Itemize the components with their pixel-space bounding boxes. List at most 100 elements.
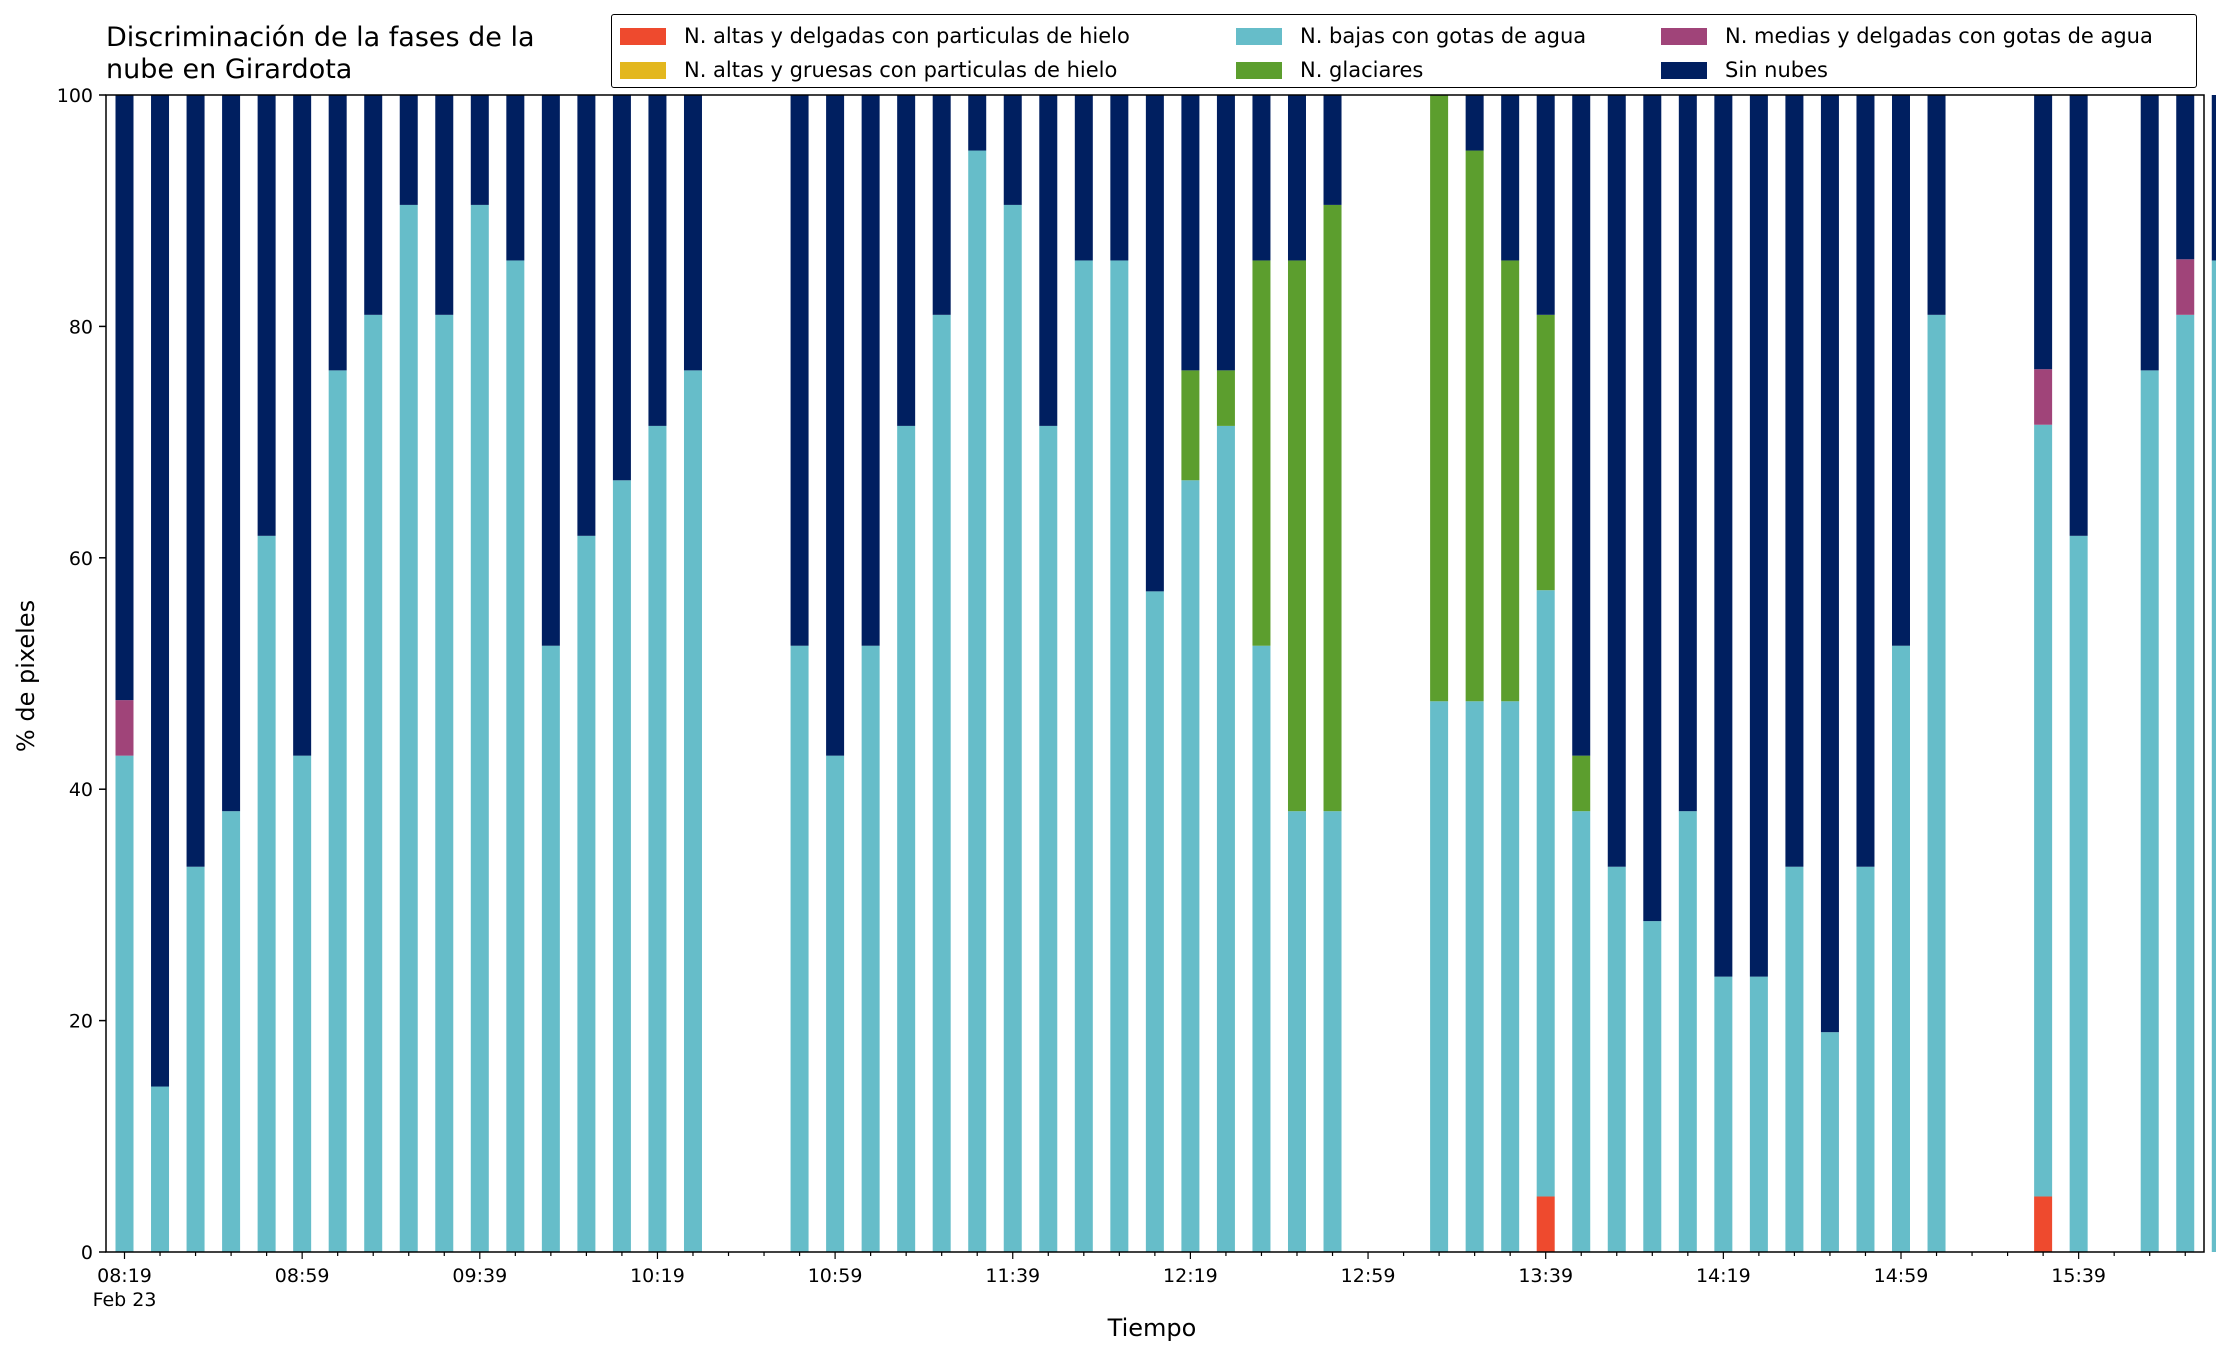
y-tick-label: 40 bbox=[69, 779, 93, 801]
bar-segment bbox=[1856, 95, 1875, 867]
bar-segment bbox=[897, 425, 916, 1252]
x-tick-label: 13:39 bbox=[1518, 1265, 1573, 1287]
legend-swatch bbox=[620, 61, 666, 79]
bar-segment bbox=[968, 95, 987, 151]
bar-segment bbox=[1643, 921, 1662, 1252]
bar-segment bbox=[1252, 645, 1271, 1252]
bar-segment bbox=[861, 95, 880, 646]
bar-segment bbox=[2176, 259, 2195, 315]
bar-segment bbox=[897, 95, 916, 426]
bar-segment bbox=[1536, 314, 1555, 591]
bar-segment bbox=[1287, 260, 1306, 812]
bar-segment bbox=[1607, 95, 1626, 867]
bar-segment bbox=[1536, 1196, 1555, 1252]
bar-segment bbox=[648, 95, 667, 426]
bar-segment bbox=[1820, 1032, 1839, 1252]
bar-segment bbox=[612, 480, 631, 1252]
bar-segment bbox=[612, 95, 631, 481]
bar-segment bbox=[2034, 369, 2053, 425]
bar-segment bbox=[1572, 811, 1591, 1252]
axes-group: 0 20 40 60 80 100 08:19 08:59 09:39 10:19 10:59 11:… bbox=[57, 85, 2205, 1311]
x-axis-label: Tiempo bbox=[1107, 1314, 1197, 1342]
bar-segment bbox=[1216, 425, 1235, 1252]
x-tick-label: 11:39 bbox=[985, 1265, 1040, 1287]
x-tick-label: 14:19 bbox=[1696, 1265, 1751, 1287]
bar-segment bbox=[435, 95, 454, 315]
bar-segment bbox=[1039, 95, 1058, 426]
bar-segment bbox=[1749, 95, 1768, 977]
bar-segment bbox=[257, 95, 276, 536]
bar-segment bbox=[577, 535, 596, 1252]
bar-segment bbox=[115, 95, 134, 701]
bar-segment bbox=[932, 314, 951, 1253]
bar-segment bbox=[470, 95, 489, 205]
bar-segment bbox=[115, 755, 134, 1252]
bar-segment bbox=[222, 811, 241, 1252]
x-tick-label: 09:39 bbox=[452, 1265, 507, 1287]
bar-segment bbox=[1927, 314, 1946, 1253]
y-axis-label: % de pixeles bbox=[12, 600, 40, 752]
chart-title-line-2: nube en Girardota bbox=[106, 54, 353, 85]
x-tick-label: 15:39 bbox=[2051, 1265, 2106, 1287]
bar-segment bbox=[932, 95, 951, 315]
bar-segment bbox=[1430, 701, 1449, 1252]
y-tick-label: 20 bbox=[69, 1011, 93, 1033]
bar-segment bbox=[2140, 95, 2159, 371]
bar-segment bbox=[683, 370, 702, 1252]
legend-label: Sin nubes bbox=[1725, 58, 1828, 82]
x-tick-label: 08:59 bbox=[275, 1265, 330, 1287]
legend-label: N. bajas con gotas de agua bbox=[1300, 24, 1587, 48]
bar-segment bbox=[1323, 95, 1342, 205]
bar-segment bbox=[364, 95, 383, 315]
legend-item: N. bajas con gotas de agua bbox=[1236, 19, 1661, 53]
chart-title: Discriminación de la fases de la nube en… bbox=[106, 22, 535, 86]
bar-segment bbox=[1678, 811, 1697, 1252]
bar-segment bbox=[186, 95, 205, 867]
bar-segment bbox=[1465, 701, 1484, 1252]
bar-segment bbox=[790, 645, 809, 1252]
bar-segment bbox=[541, 95, 560, 646]
bar-segment bbox=[1643, 95, 1662, 922]
bar-segment bbox=[1820, 95, 1839, 1033]
x-tick-label: 10:59 bbox=[808, 1265, 863, 1287]
bar-segment bbox=[2069, 535, 2088, 1252]
bar-segment bbox=[1536, 590, 1555, 1197]
bar-segment bbox=[1252, 95, 1271, 261]
bar-segment bbox=[1145, 591, 1164, 1252]
bar-segment bbox=[2176, 314, 2195, 1253]
bar-segment bbox=[1501, 95, 1520, 261]
bar-segment bbox=[1927, 95, 1946, 315]
bar-segment bbox=[328, 95, 347, 371]
bar-segment bbox=[1785, 866, 1804, 1252]
legend-swatch bbox=[620, 27, 666, 45]
bar-segment bbox=[1892, 95, 1910, 646]
bar-segment bbox=[1465, 150, 1484, 702]
bar-segment bbox=[470, 204, 489, 1252]
legend-item: N. medias y delgadas con gotas de agua bbox=[1661, 19, 2181, 53]
bar-segment bbox=[861, 645, 880, 1252]
bar-segment bbox=[1074, 95, 1093, 261]
bar-segment bbox=[1501, 701, 1520, 1252]
bar-segment bbox=[968, 150, 987, 1252]
x-tick-label: 12:59 bbox=[1341, 1265, 1396, 1287]
bar-segment bbox=[790, 95, 809, 646]
bar-segment bbox=[1572, 95, 1591, 756]
bar-segment bbox=[1607, 866, 1626, 1252]
bar-segment bbox=[826, 755, 845, 1252]
bar-segment bbox=[2034, 95, 2053, 370]
bar-segment bbox=[683, 95, 702, 371]
bar-segment bbox=[1465, 95, 1484, 151]
bar-segment bbox=[648, 425, 667, 1252]
bar-segment bbox=[1287, 811, 1306, 1252]
bar-segment bbox=[151, 95, 170, 1087]
bar-segment bbox=[1003, 204, 1022, 1252]
bar-segment bbox=[2211, 260, 2216, 1252]
legend-swatch bbox=[1661, 27, 1707, 45]
bar-segment bbox=[1252, 260, 1271, 646]
bars-group bbox=[115, 95, 2216, 1253]
legend-swatch bbox=[1236, 27, 1282, 45]
bar-segment bbox=[1003, 95, 1022, 205]
bar-segment bbox=[435, 314, 454, 1253]
bar-segment bbox=[577, 95, 596, 536]
bar-segment bbox=[1110, 260, 1129, 1252]
